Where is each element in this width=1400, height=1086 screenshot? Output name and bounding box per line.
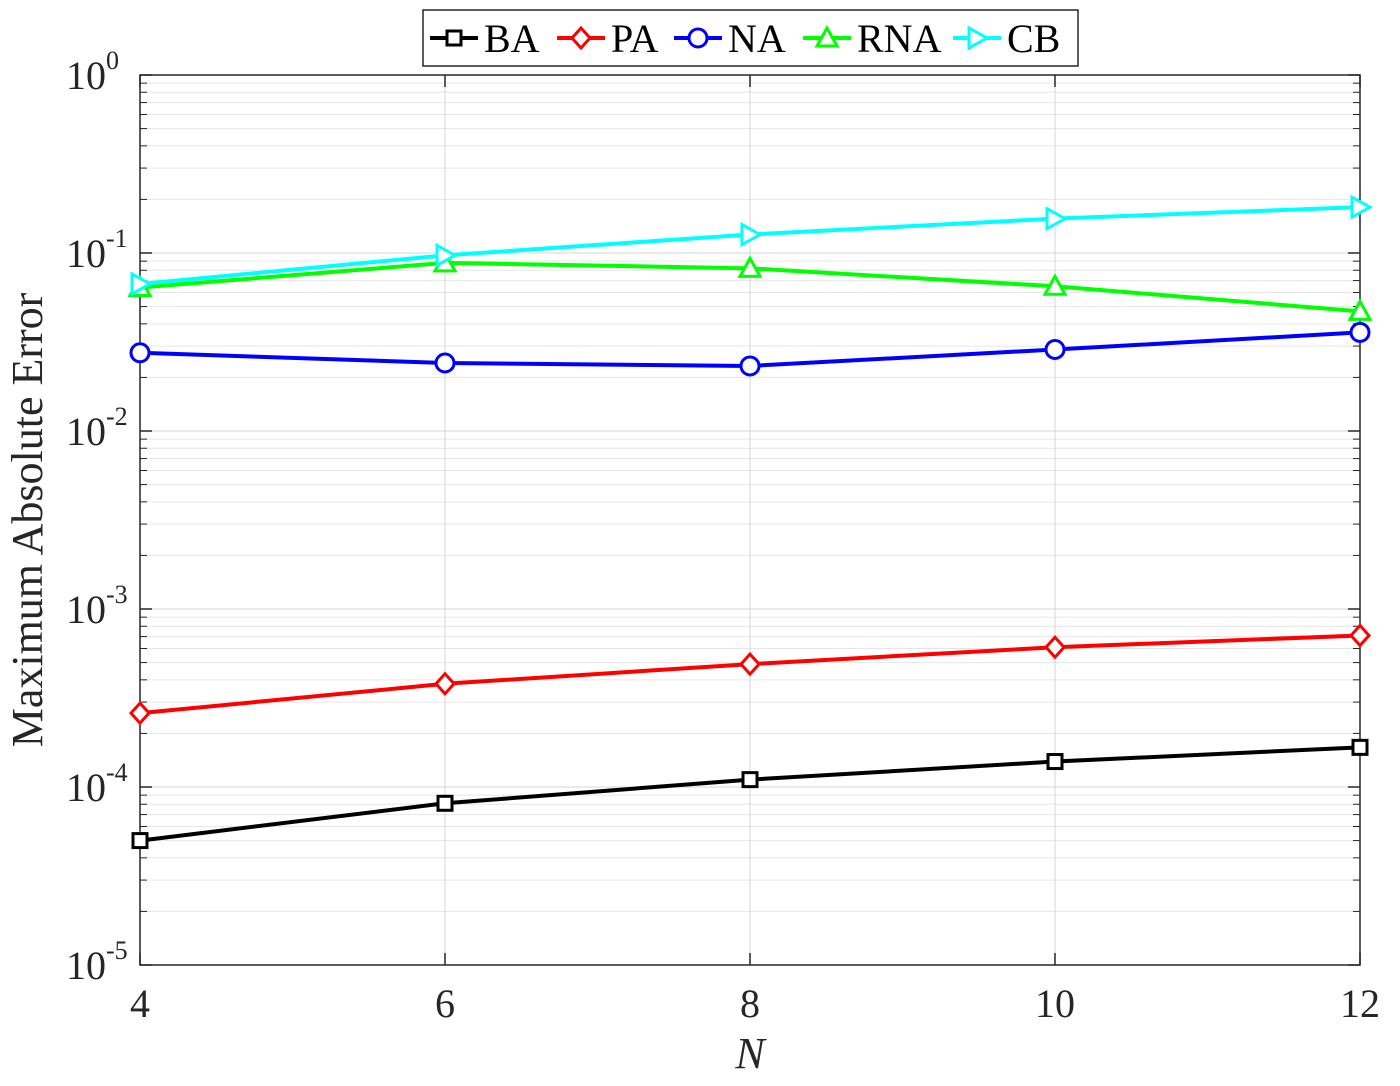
- data-point-ba: [1351, 738, 1369, 756]
- legend-entry-cb: CB: [953, 16, 1060, 61]
- y-tick-label: 10 -4: [66, 758, 128, 810]
- data-point-ba: [436, 794, 454, 812]
- legend-marker-ba: [445, 29, 463, 47]
- legend-label-pa: PA: [611, 16, 659, 61]
- y-tick-exponent: -3: [106, 580, 128, 609]
- axis-ticks: [139, 74, 1361, 966]
- y-tick-label: 10 -1: [66, 224, 128, 276]
- series-ba: [131, 738, 1369, 850]
- y-tick-exponent: 0: [106, 46, 119, 75]
- series-pa: [128, 623, 1372, 726]
- y-tick-label: 10 -3: [66, 580, 128, 632]
- legend: BA PA NA RNA CB: [422, 9, 1079, 67]
- y-axis-title: Maximum Absolute Error: [3, 292, 52, 747]
- data-point-cb: [130, 271, 154, 297]
- y-tick-label: 10 -2: [66, 402, 128, 454]
- data-point-rna: [1347, 298, 1373, 321]
- series-cb: [130, 194, 1374, 297]
- data-point-cb: [1350, 194, 1374, 220]
- data-point-pa: [738, 651, 762, 677]
- legend-entry-pa: PA: [557, 16, 659, 61]
- y-tick-base: 10: [66, 53, 106, 98]
- data-point-cb: [435, 242, 459, 268]
- legend-label-rna: RNA: [857, 16, 942, 61]
- data-point-rna: [737, 255, 763, 278]
- x-tick-label: 6: [435, 981, 455, 1026]
- data-point-pa: [433, 671, 457, 697]
- legend-marker-rna: [814, 24, 840, 48]
- x-tick-label: 8: [740, 981, 760, 1026]
- data-point-cb: [1045, 206, 1069, 232]
- legend-label-cb: CB: [1007, 16, 1060, 61]
- data-point-rna: [1042, 273, 1068, 296]
- data-point-na: [129, 342, 151, 364]
- legend-label-na: NA: [728, 16, 786, 61]
- data-point-na: [1044, 338, 1066, 360]
- legend-marker-na: [687, 27, 709, 49]
- legend-marker-cb: [967, 25, 991, 51]
- x-tick-label: 12: [1340, 981, 1380, 1026]
- y-tick-exponent: -1: [106, 224, 128, 253]
- data-point-na: [1349, 321, 1371, 343]
- y-tick-base: 10: [66, 231, 106, 276]
- x-tick-label: 4: [130, 981, 150, 1026]
- series-layer: [127, 194, 1374, 850]
- x-tick-labels: 4 6 8 10 12: [130, 981, 1380, 1026]
- y-tick-exponent: -5: [106, 936, 128, 965]
- x-axis-title: N: [734, 1029, 767, 1078]
- legend-marker-pa: [569, 25, 593, 51]
- legend-label-ba: BA: [484, 16, 540, 61]
- y-tick-base: 10: [66, 587, 106, 632]
- y-tick-base: 10: [66, 765, 106, 810]
- y-tick-label: 10 0: [66, 46, 119, 98]
- y-tick-base: 10: [66, 943, 106, 988]
- x-tick-label: 10: [1035, 981, 1075, 1026]
- series-na: [129, 321, 1371, 377]
- data-point-cb: [740, 221, 764, 248]
- data-point-pa: [1043, 634, 1067, 660]
- data-point-na: [434, 352, 456, 374]
- y-tick-base: 10: [66, 409, 106, 454]
- legend-entry-rna: RNA: [803, 16, 942, 61]
- data-point-na: [739, 355, 761, 377]
- y-tick-exponent: -4: [106, 758, 128, 787]
- data-point-pa: [1348, 623, 1372, 648]
- data-point-ba: [131, 832, 149, 850]
- y-tick-label: 10 -5: [66, 936, 128, 988]
- legend-entry-ba: BA: [430, 16, 540, 61]
- y-tick-exponent: -2: [106, 402, 128, 431]
- data-point-pa: [128, 700, 152, 726]
- data-point-ba: [741, 771, 759, 789]
- data-point-ba: [1046, 753, 1064, 771]
- legend-entry-na: NA: [674, 16, 786, 61]
